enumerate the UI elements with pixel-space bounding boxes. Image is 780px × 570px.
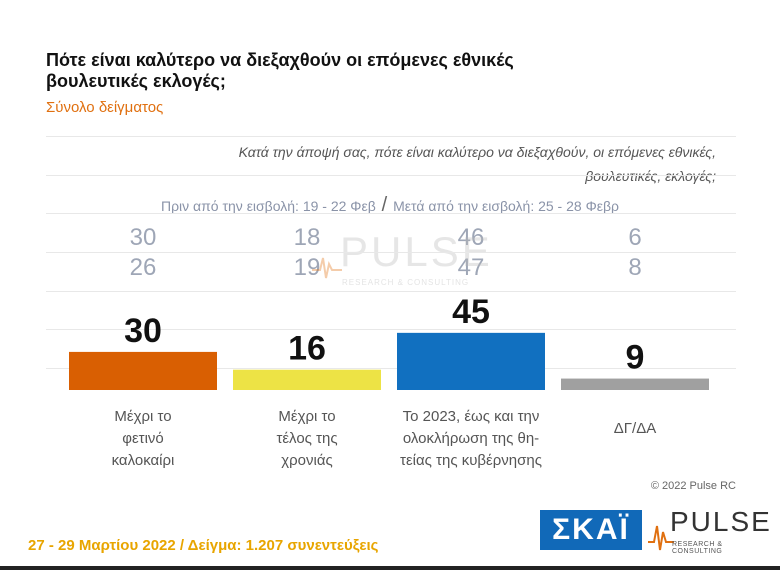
- watermark-word: PULSE: [340, 228, 493, 275]
- previous-wave-after-value: 26: [129, 254, 157, 281]
- pulse-logo-word: PULSE: [670, 506, 772, 537]
- bar-value-label: 9: [626, 339, 645, 377]
- period-separator: /: [381, 194, 388, 216]
- survey-question: Κατά την άποψή σας, πότε είναι καλύτερο …: [238, 144, 716, 184]
- pulse-wave-icon: [312, 257, 342, 279]
- bar-chart: 30 16 45 9: [69, 293, 709, 390]
- previous-wave-after-value: 47: [457, 254, 485, 281]
- gridline: [46, 136, 736, 137]
- category-label-line: Μέχρι το: [114, 408, 172, 425]
- category-label-line: τείας της κυβέρνησης: [400, 452, 542, 469]
- category-label: Το 2023, έως και την ολοκλήρωση της θη-τε…: [396, 406, 546, 472]
- pulse-watermark: PULSE RESEARCH & CONSULTING: [312, 228, 490, 298]
- gridline: [46, 368, 736, 369]
- bar: [233, 369, 381, 390]
- bar: [69, 351, 217, 390]
- watermark-tagline: RESEARCH & CONSULTING: [342, 278, 470, 287]
- period-after-label: Μετά από την εισβολή: 25 - 28 Φεβρ: [393, 198, 619, 214]
- category-label-line: χρονιάς: [281, 452, 333, 469]
- chart-subtitle: Σύνολο δείγματος: [46, 99, 164, 116]
- previous-wave-before-row: 30 18 46 6: [0, 224, 780, 251]
- category-label: Μέχρι το φετινό καλοκαίρι: [68, 406, 218, 472]
- category-label: Μέχρι το τέλος της χρονιάς: [232, 406, 382, 472]
- pulse-logo-tagline: RESEARCH & CONSULTING: [672, 541, 723, 555]
- fieldwork-info: 27 - 29 Μαρτίου 2022 / Δείγμα: 1.207 συν…: [28, 537, 379, 554]
- skai-logo: ΣΚΑΪ: [540, 510, 642, 550]
- category-label-line: τέλος της: [276, 430, 338, 447]
- previous-wave-after-value: 19: [293, 254, 321, 281]
- category-label-line: φετινό: [122, 430, 164, 447]
- bottom-rule: [0, 566, 780, 570]
- previous-wave-before-value: 46: [457, 224, 485, 251]
- previous-wave-after-value: 8: [628, 254, 642, 281]
- gridline: [46, 329, 736, 330]
- bar: [397, 332, 545, 390]
- category-label-line: ολοκλήρωση της θη-: [402, 430, 540, 447]
- category-label-line: Το 2023, έως και την: [402, 408, 540, 425]
- bar-value-label: 45: [452, 293, 490, 331]
- bar-value-label: 16: [288, 330, 326, 368]
- previous-wave-before-value: 18: [293, 224, 321, 251]
- gridline: [46, 175, 736, 176]
- category-label-line: Μέχρι το: [278, 408, 336, 425]
- copyright: © 2022 Pulse RC: [650, 480, 736, 492]
- previous-wave-before-value: 6: [628, 224, 642, 251]
- chart-title: Πότε είναι καλύτερο να διεξαχθούν οι επό…: [46, 50, 514, 91]
- category-label-line: καλοκαίρι: [111, 452, 175, 469]
- bar: [561, 378, 709, 390]
- pulse-logo: PULSE RESEARCH & CONSULTING: [648, 506, 770, 556]
- category-label-line: ΔΓ/ΔΑ: [613, 420, 657, 437]
- previous-wave-after-row: 26 19 47 8: [0, 254, 780, 281]
- period-before-label: Πριν από την εισβολή: 19 - 22 Φεβ: [160, 198, 376, 214]
- bar-value-label: 30: [124, 312, 162, 350]
- previous-wave-before-value: 30: [129, 224, 157, 251]
- category-label: ΔΓ/ΔΑ: [560, 418, 710, 440]
- pulse-wave-icon: [648, 525, 674, 551]
- gridline: [46, 291, 736, 292]
- gridline: [46, 252, 736, 253]
- gridline: [46, 213, 736, 214]
- period-legend: Πριν από την εισβολή: 19 - 22 Φεβ / Μετά…: [0, 194, 780, 217]
